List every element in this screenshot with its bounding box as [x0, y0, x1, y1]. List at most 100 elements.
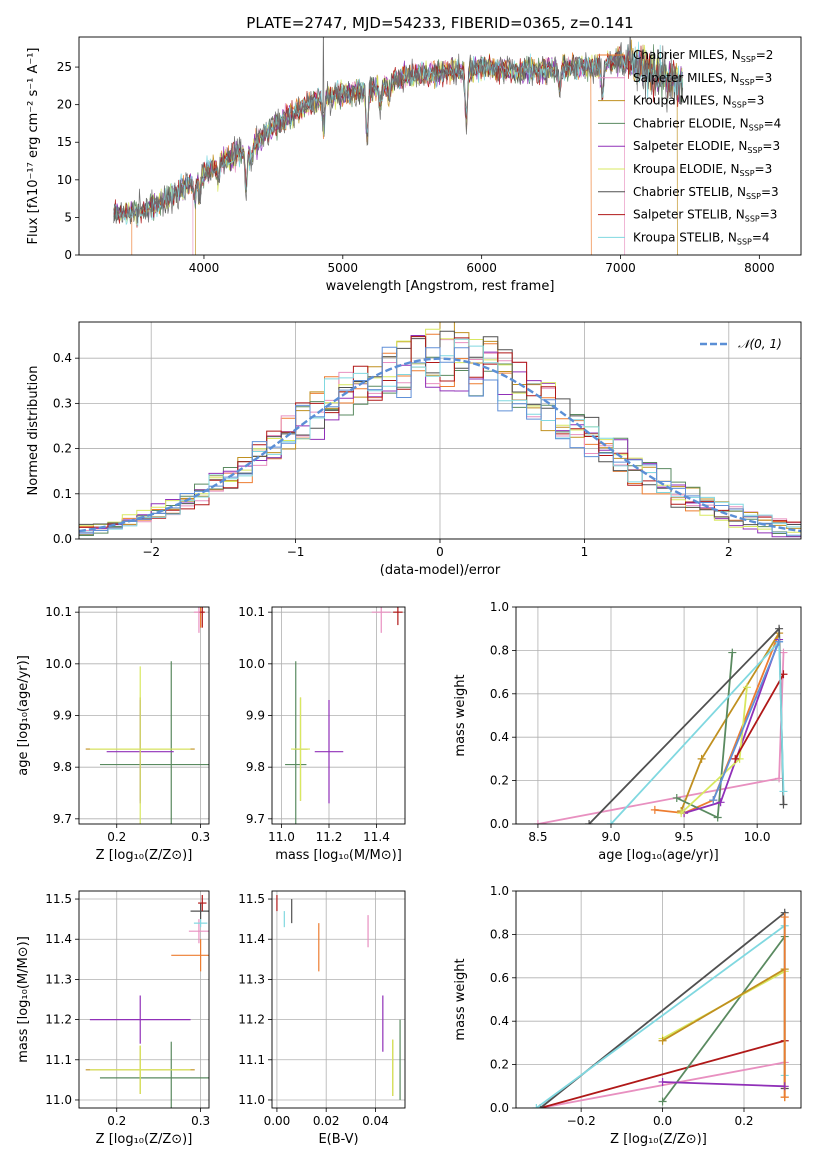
y-tick-label: 0.2 — [490, 1058, 509, 1072]
figure-title: PLATE=2747, MJD=54233, FIBERID=0365, z=0… — [246, 14, 633, 32]
weight-marker — [658, 1077, 667, 1086]
y-tick-label: 11.2 — [238, 1013, 265, 1027]
x-tick-label: 0.00 — [264, 1114, 291, 1128]
y-axis-label: mass [log₁₀(M/M⊙)] — [16, 936, 31, 1063]
x-tick-label: 2 — [725, 545, 733, 559]
errorbar-point — [99, 1041, 209, 1108]
x-tick-label: 0.04 — [362, 1114, 389, 1128]
weight-marker — [728, 648, 737, 657]
weight-series — [709, 637, 784, 805]
axes-frame — [78, 321, 802, 540]
weight-series — [658, 932, 789, 1106]
x-axis-label: Z [log₁₀(Z/Z⊙)] — [610, 1132, 707, 1147]
weight-marker — [775, 624, 784, 633]
axes-frame — [78, 36, 802, 256]
errorbar-point — [89, 995, 191, 1044]
y-tick-label: 11.5 — [238, 892, 265, 906]
legend-label: 𝒩(0, 1) — [738, 337, 782, 351]
x-axis-label: mass [log₁₀(M/M⊙)] — [275, 848, 402, 863]
legend-label-sub: SSP — [746, 192, 761, 201]
legend-label: Kroupa MILES, NSSP=3 — [633, 94, 764, 110]
plot-area — [79, 891, 209, 1108]
errorbar-point — [285, 661, 307, 824]
plot-area — [113, 37, 684, 255]
legend-label-sub: SSP — [741, 55, 756, 64]
y-tick-label: 0.4 — [490, 730, 509, 744]
axes-frame — [271, 606, 406, 825]
weight-line — [535, 923, 786, 1108]
errorbar-point — [355, 573, 374, 604]
y-tick-label: 0.8 — [490, 927, 509, 941]
weight-line — [662, 1081, 785, 1088]
x-tick-label: 0.0 — [653, 1114, 672, 1128]
errorbar-point — [192, 584, 212, 594]
errorbar-point — [173, 589, 223, 594]
errorbar-point — [199, 607, 205, 628]
legend-label-main: Kroupa MILES, N — [633, 94, 732, 108]
weight-marker — [713, 813, 722, 822]
legend-label-sub: SSP — [740, 78, 755, 87]
axes-frame — [78, 606, 210, 825]
x-tick-label: 0.2 — [107, 1114, 126, 1128]
y-tick-label: 5 — [64, 210, 72, 224]
weight-marker — [716, 798, 725, 807]
errorbar-point — [89, 666, 191, 824]
x-axis-label: Z [log₁₀(Z/Z⊙)] — [96, 1132, 193, 1147]
legend-label: Salpeter STELIB, NSSP=3 — [633, 208, 777, 224]
weight-marker — [672, 793, 681, 802]
legend-label-suffix: =4 — [752, 230, 770, 244]
x-tick-label: 0.2 — [734, 1114, 753, 1128]
weight-marker — [779, 787, 788, 796]
x-tick-label: 7000 — [605, 261, 636, 275]
y-tick-label: 0.2 — [53, 442, 72, 456]
x-axis-label: (data-model)/error — [380, 563, 501, 578]
weight-marker — [658, 1097, 667, 1106]
legend-label: Chabrier STELIB, NSSP=3 — [633, 185, 779, 201]
x-tick-label: 6000 — [466, 261, 497, 275]
legend-label-main: Salpeter ELODIE, N — [633, 139, 747, 153]
y-axis-label: Flux [fλ10⁻¹⁷ erg cm⁻² s⁻¹ A⁻¹] — [26, 48, 41, 245]
weight-line — [540, 1039, 785, 1108]
plot-area — [272, 573, 405, 824]
y-axis-label: mass weight — [453, 958, 468, 1040]
y-tick-label: 9.9 — [53, 709, 72, 723]
legend-label: Salpeter ELODIE, NSSP=3 — [633, 139, 780, 155]
y-tick-label: 9.8 — [246, 760, 265, 774]
y-tick-label: 10 — [57, 173, 72, 187]
legend-label-main: Salpeter STELIB, N — [633, 208, 745, 222]
y-tick-label: 9.8 — [53, 760, 72, 774]
weight-marker — [779, 800, 788, 809]
weight-marker — [650, 805, 659, 814]
x-tick-label: 11.4 — [363, 830, 390, 844]
y-tick-label: 0.4 — [490, 1014, 509, 1028]
weight-marker — [779, 648, 788, 657]
legend-label-sub: SSP — [737, 237, 752, 246]
x-tick-label: −0.2 — [567, 1114, 596, 1128]
errorbar-point — [190, 903, 209, 920]
weight-series — [658, 1077, 789, 1091]
legend-label-suffix: =3 — [755, 71, 773, 85]
y-tick-label: 11.1 — [238, 1053, 265, 1067]
y-tick-label: 0.6 — [490, 687, 509, 701]
axes-frame — [515, 606, 802, 825]
legend-label-main: Kroupa ELODIE, N — [633, 162, 740, 176]
legend-label-suffix: =3 — [747, 94, 765, 108]
weight-marker — [731, 754, 740, 763]
errorbar-point — [89, 1045, 191, 1094]
legend-label-suffix: =3 — [761, 185, 779, 199]
errorbar-point — [291, 697, 310, 801]
residual-histogram — [79, 346, 801, 536]
errorbar-point — [194, 597, 202, 607]
y-tick-label: 10.0 — [45, 657, 72, 671]
weight-series — [780, 913, 789, 1102]
panel-mass-vs-ebv: 0.00 0.02 0.04 11.0 11.1 11.2 11.3 11.4 11.5 E(B-… — [238, 890, 406, 1147]
weight-series — [532, 921, 789, 1108]
y-tick-label: 0.4 — [53, 351, 72, 365]
spectrum-model-line — [131, 52, 592, 255]
normal-curve — [79, 357, 801, 533]
y-tick-label: 20 — [57, 98, 72, 112]
weight-marker — [585, 820, 594, 824]
axes-frame — [515, 890, 802, 1109]
x-tick-label: 0.02 — [313, 1114, 340, 1128]
